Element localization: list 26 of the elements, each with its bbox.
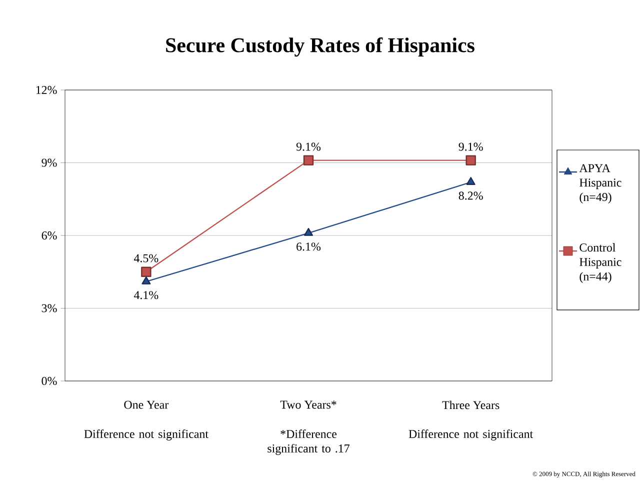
x-tick-label: One Year <box>124 400 169 409</box>
y-tick-label: 6% <box>42 231 57 240</box>
legend-label: APYA Hispanic (n=49) <box>579 164 622 204</box>
data-label: 6.1% <box>296 242 321 251</box>
data-label: 9.1% <box>458 142 483 151</box>
y-tick-label: 9% <box>42 158 57 167</box>
point <box>141 266 152 277</box>
data-label: 4.1% <box>134 291 158 300</box>
y-tick-label: 0% <box>42 376 57 386</box>
chart-title: Secure Custody Rates of Hispanics <box>166 37 474 57</box>
point <box>303 155 314 166</box>
y-tick-label: 3% <box>42 304 57 312</box>
data-label: 4.5% <box>134 254 158 262</box>
text: *Difference significant to .17 <box>268 430 350 455</box>
data-label: 9.1% <box>296 142 321 151</box>
x-tick-label: Three Years <box>442 400 500 410</box>
point <box>466 177 476 185</box>
point <box>142 276 151 284</box>
x-tick-label: Two Years* <box>280 400 336 409</box>
data-label: 8.2% <box>458 192 483 200</box>
text: Difference not significant <box>84 430 208 440</box>
y-tick-label: 12% <box>36 86 57 94</box>
point <box>304 228 314 236</box>
point <box>466 155 476 166</box>
legend-label: Control Hispanic (n=44) <box>580 243 622 283</box>
text: Difference not significant <box>408 430 534 440</box>
